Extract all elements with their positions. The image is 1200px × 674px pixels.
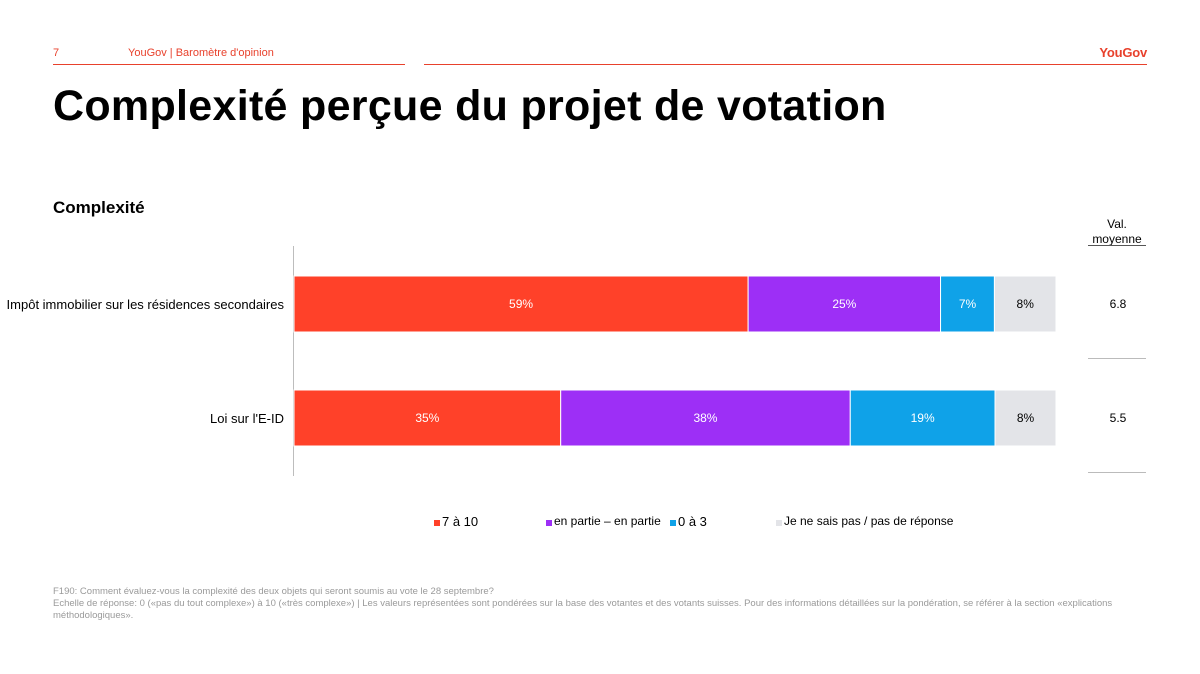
average-value-impot: 6.8 [1109,297,1127,311]
bar-value-label: 35% [415,411,439,425]
category-label-impot: Impôt immobilier sur les résidences seco… [6,297,284,312]
legend-swatch [776,519,782,526]
legend-item-en-partie: en partie – en partie [546,514,661,528]
legend-item-0-3: 0 à 3 [670,514,707,529]
bar-value-label: 8% [1017,411,1035,425]
average-separator [1088,358,1146,359]
bar-value-label: 38% [693,411,717,425]
bar-segment [849,389,996,447]
legend-label: Je ne sais pas / pas de réponse [784,514,954,528]
legend-label: en partie – en partie [554,514,661,528]
footnote-scale: Echelle de réponse: 0 («pas du tout comp… [53,598,1113,621]
bar-segment [747,275,942,333]
bar-segment [293,275,749,333]
category-label-eid: Loi sur l'E-ID [209,411,284,426]
legend-item-no-answer: Je ne sais pas / pas de réponse [776,514,953,528]
average-value-eid: 5.5 [1109,411,1127,425]
page-title: Complexité perçue du projet de votation [53,82,887,130]
bar-segment [994,389,1057,447]
chart-axis-line [293,246,294,476]
bar-value-label: 25% [832,297,856,311]
header-divider-right [424,64,1147,65]
legend-label: 0 à 3 [678,514,707,529]
bar-value-label: 8% [1017,297,1035,311]
bar-segment [293,389,562,447]
average-separator [1088,472,1146,473]
legend-swatch [434,520,440,526]
bar-value-label: 7% [959,297,977,311]
header-divider-left [53,64,405,65]
bar-value-label: 59% [509,297,533,311]
legend-swatch [546,519,552,526]
average-header-underline [1088,245,1146,246]
bar-segment [560,389,851,447]
legend-item-7-10: 7 à 10 [434,514,478,529]
average-column-header: Val. moyenne [1092,217,1142,246]
legend-swatch [670,520,676,526]
legend-label: 7 à 10 [442,514,479,529]
bar-value-label: 19% [911,411,935,425]
page-number: 7 [53,47,60,59]
section-title: Complexité [53,198,145,217]
report-title: YouGov | Baromètre d'opinion [128,47,274,59]
yougov-logo: YouGov [1099,45,1147,60]
footnote-question: F190: Comment évaluez-vous la complexité… [53,586,494,597]
footnote: F190: Comment évaluez-vous la complexité… [53,586,1148,622]
bar-segment [993,275,1057,333]
